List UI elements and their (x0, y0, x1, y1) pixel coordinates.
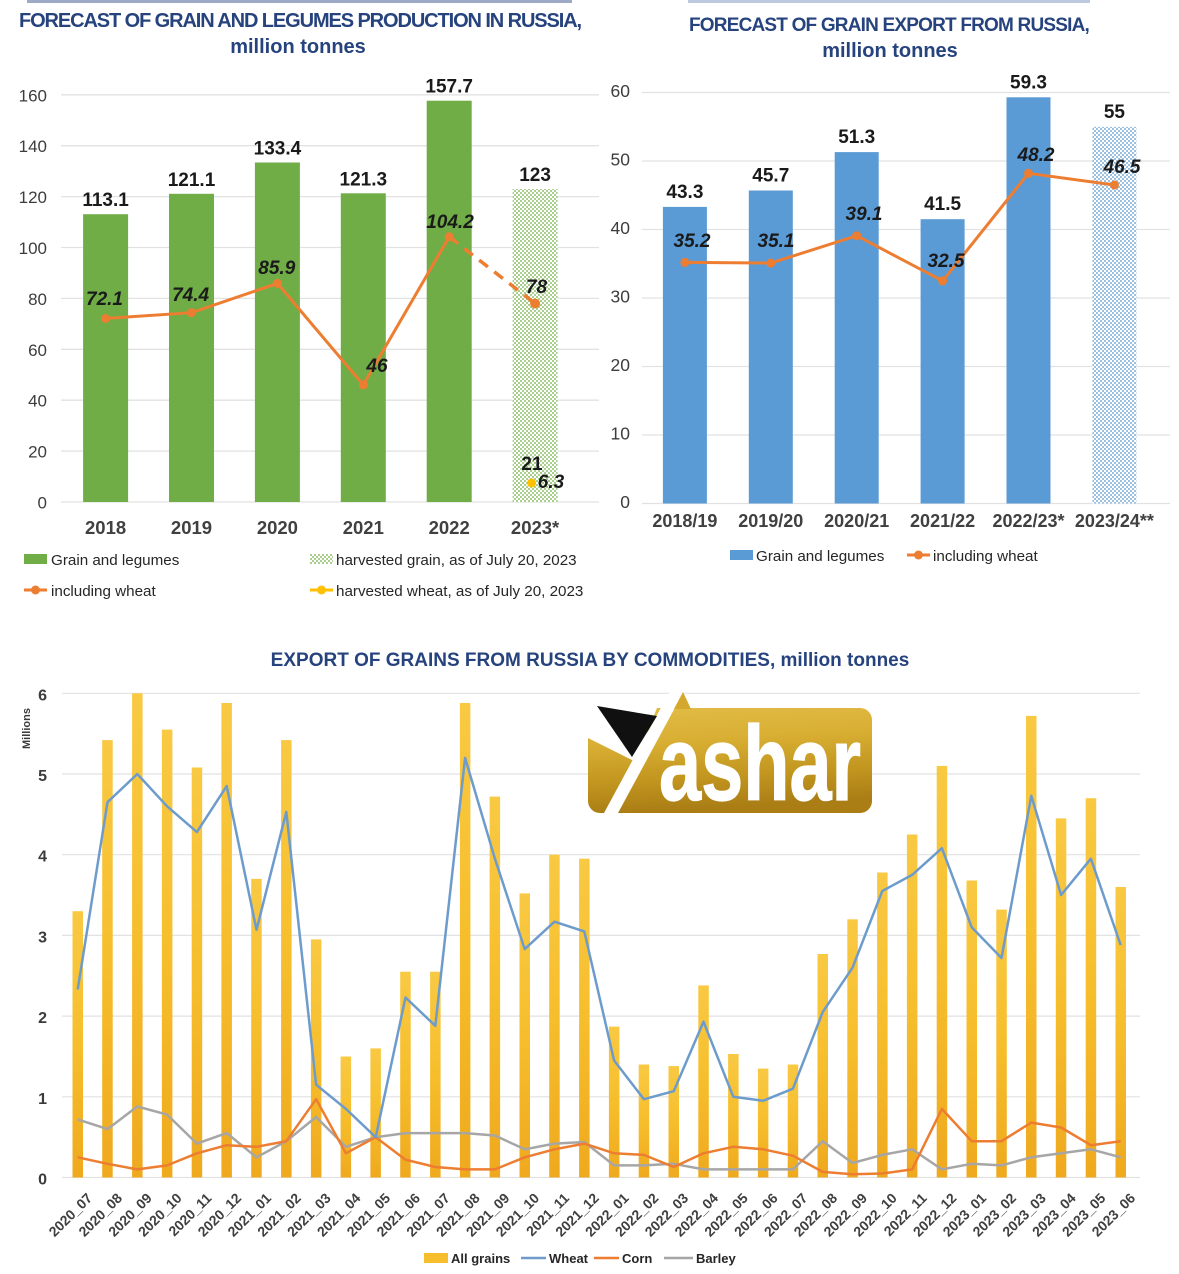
svg-text:40: 40 (611, 218, 631, 238)
svg-text:121.1: 121.1 (168, 170, 216, 191)
svg-text:123: 123 (519, 165, 551, 186)
svg-text:harvested grain, as of July 20: harvested grain, as of July 20, 2023 (336, 552, 577, 569)
svg-text:50: 50 (611, 150, 631, 170)
svg-text:EXPORT OF GRAINS FROM RUSSIA B: EXPORT OF GRAINS FROM RUSSIA BY COMMODIT… (271, 650, 910, 671)
svg-text:1: 1 (38, 1091, 47, 1108)
svg-text:72.1: 72.1 (86, 289, 123, 310)
svg-text:2023/24**: 2023/24** (1075, 511, 1154, 531)
svg-text:21: 21 (521, 454, 543, 475)
svg-text:35.1: 35.1 (758, 231, 795, 252)
svg-text:51.3: 51.3 (838, 127, 875, 148)
svg-text:60: 60 (28, 341, 47, 360)
svg-text:157.7: 157.7 (425, 77, 473, 98)
svg-text:41.5: 41.5 (924, 194, 961, 215)
svg-text:35.2: 35.2 (674, 231, 711, 252)
svg-text:harvested wheat, as of July 20: harvested wheat, as of July 20, 2023 (336, 583, 583, 600)
svg-text:55: 55 (1104, 102, 1126, 123)
svg-text:2018: 2018 (85, 517, 126, 538)
svg-text:Millions: Millions (21, 708, 33, 749)
svg-text:FORECAST OF GRAIN AND LEGUMES: FORECAST OF GRAIN AND LEGUMES PRODUCTION… (19, 10, 582, 32)
svg-text:20: 20 (28, 443, 47, 462)
svg-text:2022: 2022 (429, 517, 470, 538)
svg-text:2: 2 (38, 1010, 47, 1027)
svg-text:Grain and legumes: Grain and legumes (51, 552, 180, 569)
svg-text:85.9: 85.9 (258, 258, 295, 279)
svg-text:2020/21: 2020/21 (824, 511, 889, 531)
svg-text:2023*: 2023* (511, 517, 560, 538)
svg-text:46: 46 (365, 356, 388, 377)
svg-text:120: 120 (19, 188, 47, 207)
svg-text:All grains: All grains (451, 1251, 510, 1266)
svg-text:121.3: 121.3 (340, 169, 388, 190)
svg-text:80: 80 (28, 290, 47, 309)
svg-text:20: 20 (611, 355, 631, 375)
svg-text:2018/19: 2018/19 (652, 511, 717, 531)
svg-text:140: 140 (19, 137, 47, 156)
svg-text:3: 3 (38, 929, 47, 946)
svg-text:FORECAST OF GRAIN EXPORT FROM: FORECAST OF GRAIN EXPORT FROM RUSSIA, (689, 15, 1090, 36)
svg-text:48.2: 48.2 (1017, 145, 1055, 166)
svg-text:2021/22: 2021/22 (910, 511, 975, 531)
svg-text:160: 160 (19, 86, 47, 105)
svg-text:113.1: 113.1 (82, 190, 129, 211)
svg-text:10: 10 (611, 424, 631, 444)
svg-text:2019/20: 2019/20 (738, 511, 803, 531)
svg-text:Barley: Barley (696, 1251, 737, 1266)
svg-text:32.5: 32.5 (928, 251, 965, 272)
svg-text:million tonnes: million tonnes (230, 36, 366, 58)
svg-text:2020: 2020 (257, 517, 298, 538)
svg-text:ashar: ashar (659, 705, 861, 823)
svg-text:74.4: 74.4 (172, 285, 209, 306)
svg-text:million tonnes: million tonnes (822, 40, 958, 62)
svg-text:60: 60 (611, 81, 631, 101)
svg-text:0: 0 (38, 494, 47, 513)
svg-text:133.4: 133.4 (254, 139, 302, 160)
svg-text:100: 100 (19, 239, 47, 258)
svg-text:0: 0 (38, 1172, 47, 1189)
svg-text:40: 40 (28, 392, 47, 411)
svg-text:including wheat: including wheat (933, 548, 1038, 565)
svg-text:59.3: 59.3 (1010, 72, 1047, 93)
svg-text:46.5: 46.5 (1103, 157, 1141, 178)
svg-text:Corn: Corn (622, 1251, 652, 1266)
svg-text:6: 6 (38, 687, 47, 704)
svg-text:6.3: 6.3 (538, 472, 565, 493)
svg-text:2019: 2019 (171, 517, 212, 538)
svg-text:including wheat: including wheat (51, 583, 156, 600)
svg-text:45.7: 45.7 (752, 166, 789, 187)
svg-text:78: 78 (526, 277, 548, 298)
svg-text:Grain and legumes: Grain and legumes (756, 548, 885, 565)
svg-text:43.3: 43.3 (666, 182, 703, 203)
svg-text:0: 0 (620, 492, 630, 512)
svg-text:Wheat: Wheat (549, 1251, 589, 1266)
svg-text:5: 5 (38, 768, 47, 785)
svg-text:30: 30 (611, 287, 631, 307)
svg-text:39.1: 39.1 (846, 204, 883, 225)
svg-text:2022/23*: 2022/23* (992, 511, 1064, 531)
svg-text:104.2: 104.2 (426, 212, 474, 233)
svg-text:4: 4 (38, 849, 47, 866)
svg-text:2021: 2021 (343, 517, 384, 538)
